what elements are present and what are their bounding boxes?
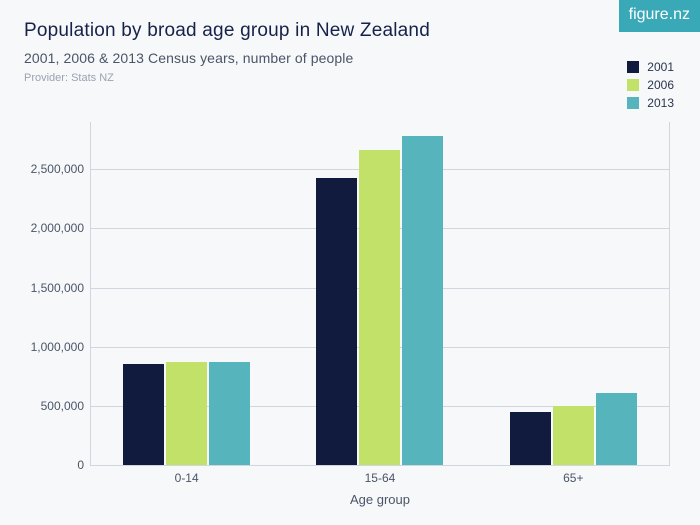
legend-label: 2006 [647,78,674,92]
legend-swatch [627,97,639,109]
logo-text-suffix: .nz [669,6,690,23]
legend-label: 2001 [647,60,674,74]
x-tick-label: 65+ [563,471,583,485]
y-tick-label: 500,000 [14,399,84,413]
category-group: 65+ [477,122,670,465]
plot-area: Age group 0500,0001,000,0001,500,0002,00… [90,122,670,465]
x-axis-title: Age group [350,492,410,507]
chart-container: figure.nz Population by broad age group … [0,0,700,525]
y-tick-label: 2,000,000 [14,221,84,235]
bar [123,364,164,465]
bar [402,136,443,465]
y-tick-label: 0 [14,458,84,472]
bar [209,362,250,465]
legend-swatch [627,79,639,91]
bar [316,178,357,465]
chart-subtitle: 2001, 2006 & 2013 Census years, number o… [24,50,676,66]
grid-line [90,465,670,466]
legend-item: 2013 [627,96,674,110]
chart-title: Population by broad age group in New Zea… [24,20,676,42]
legend-item: 2001 [627,60,674,74]
x-tick-label: 15-64 [365,471,396,485]
y-tick-label: 1,000,000 [14,340,84,354]
bar [553,406,594,465]
chart-provider: Provider: Stats NZ [24,72,676,84]
bar [510,412,551,465]
bar [596,393,637,465]
category-group: 15-64 [283,122,476,465]
legend-label: 2013 [647,96,674,110]
y-tick-label: 2,500,000 [14,162,84,176]
bar [359,150,400,465]
figure-nz-logo: figure.nz [619,0,700,32]
bar [166,362,207,465]
legend: 2001 2006 2013 [627,60,674,114]
legend-item: 2006 [627,78,674,92]
legend-swatch [627,61,639,73]
y-tick-label: 1,500,000 [14,281,84,295]
logo-text-main: figure [629,6,669,23]
x-tick-label: 0-14 [175,471,199,485]
category-group: 0-14 [90,122,283,465]
